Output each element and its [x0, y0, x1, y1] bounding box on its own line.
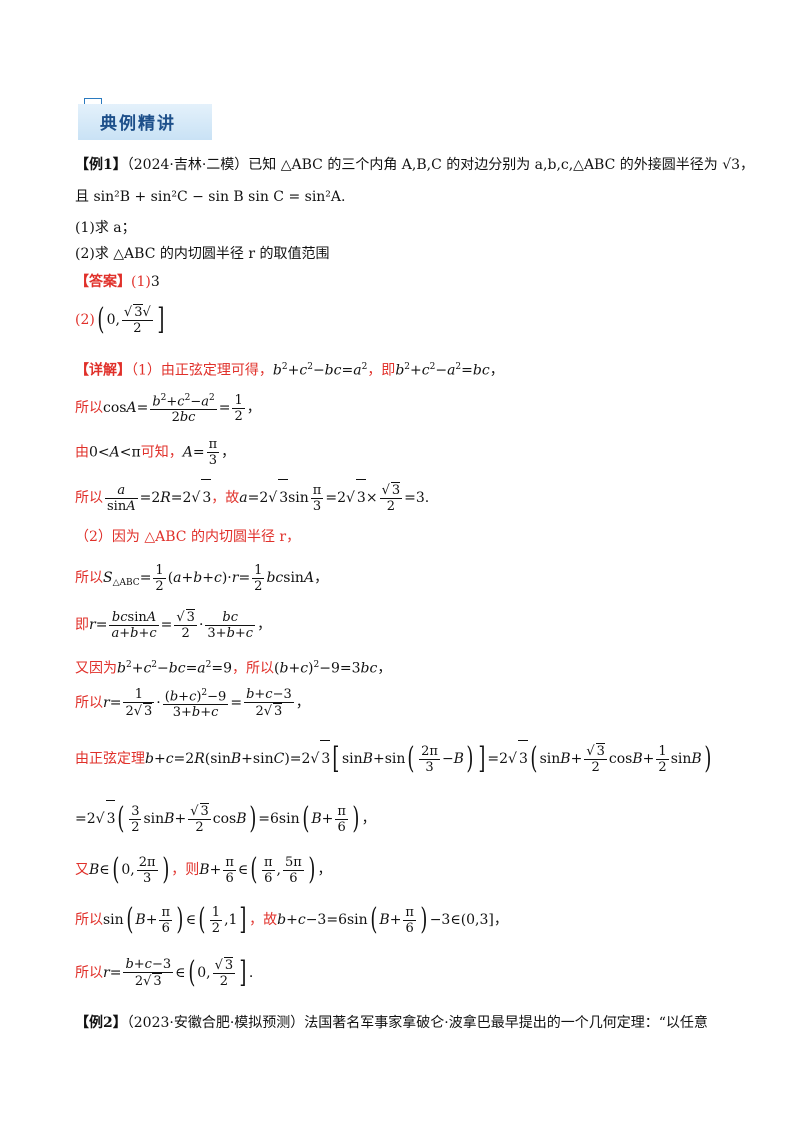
answer-tag: 【答案】 [75, 274, 131, 290]
detail-line-3: 由0<A<π可知，A= π 3， [75, 437, 236, 468]
detail-14-text: 所以 [75, 965, 103, 981]
ex1-question-1: (1)求 a； [75, 220, 136, 236]
ex1-stem-line-2: 且 sin²B + sin²C − sin B sin C = sin²A. [75, 189, 346, 205]
ex1-answer-2: (2)(0, √ 3√ 2] [75, 302, 165, 337]
detail-line-2: 所以cosA= b2+c2−a2 2bc = 1 2， [75, 392, 261, 426]
detail-6-text: 所以 [75, 570, 103, 586]
ex2-source: （2023·安徽合肥·模拟预测） [126, 1015, 305, 1031]
detail-line-8: 又因为b2+c2−bc=a2=9，所以(b+c)2−9=3bc， [75, 660, 392, 677]
detail-8-text-b: ，所以 [232, 660, 275, 677]
detail-10-text: 由正弦定理 [75, 751, 145, 767]
detail-13-text-a: 所以 [75, 912, 103, 928]
ex1-tag: 【例1】 [75, 157, 127, 173]
detail-line-12: 又B∈(0, 2π 3) ，则B+ π 6 ∈(π 6, 5π 6)， [75, 852, 332, 887]
detail-3-text-a: 由 [75, 444, 89, 461]
detail-13-text-b: ，故 [249, 912, 278, 928]
ex1-stem-1: 已知 △ABC 的三个内角 A,B,C 的对边分别为 a,b,c,△ABC 的外… [248, 157, 755, 173]
ex2-stem: 法国著名军事家拿破仑·波拿巴最早提出的一个几何定理：“以任意 [304, 1015, 708, 1031]
detail-7-text: 即 [75, 617, 89, 633]
ex1-source: （2024·吉林·二模） [126, 157, 249, 173]
detail-line-10: 由正弦定理b+c=2R(sinB+sinC)=2√ 3[sinB+sin(2π 3−… [75, 740, 712, 776]
detail-tag: 【详解】 [75, 362, 131, 379]
detail-9-text: 所以 [75, 695, 103, 711]
detail-12-text-a: 又 [75, 862, 89, 878]
detail-12-text-b: ，则 [171, 862, 200, 878]
ex1-stem-line-1: 【例1】（2024·吉林·二模）已知 △ABC 的三个内角 A,B,C 的对边分… [75, 155, 754, 175]
detail-line-5: （2）因为 △ABC 的内切圆半径 r， [75, 529, 301, 545]
detail-line-1: 【详解】（1）由正弦定理可得，b2+c2−bc=a2，即b2+c2−a2=bc， [75, 362, 504, 379]
detail-1-text-b: ，即 [367, 362, 396, 379]
detail-3-text-b: 可知， [140, 444, 183, 461]
section-title: 典例精讲 [100, 114, 176, 134]
detail-2-text: 所以 [75, 400, 103, 416]
ex2-tag: 【例2】 [75, 1015, 127, 1031]
detail-4-text-b: ，故 [211, 490, 240, 506]
section-header: 典例精讲 [78, 98, 212, 142]
detail-line-14: 所以r= b+c−3 2√ 3 ∈(0, √ 3 2]. [75, 955, 254, 990]
detail-line-4: 所以 a sinA =2R=2√ 3，故a=2√ 3sin π 3 =2√ 3× √ 3 2 =3. [75, 479, 429, 516]
detail-line-7: 即r= bcsinA a+b+c = √ 3 2 · bc 3+b+c， [75, 609, 272, 641]
answer-1-label: (1) [131, 274, 151, 290]
detail-4-text-a: 所以 [75, 490, 103, 506]
ex2-stem-line: 【例2】（2023·安徽合肥·模拟预测）法国著名军事家拿破仑·波拿巴最早提出的一… [75, 1013, 708, 1033]
header-box [78, 104, 212, 140]
ex1-question-2: (2)求 △ABC 的内切圆半径 r 的取值范围 [75, 246, 330, 262]
detail-line-9: 所以r= 1 2√ 3 · (b+c)2−9 3+b+c = b+c−3 2√ 3， [75, 687, 310, 721]
detail-1-text-a: （1）由正弦定理可得， [131, 362, 273, 379]
detail-line-6: 所以S△ABC= 1 2 (a+b+c)·r= 1 2 bcsinA， [75, 562, 329, 594]
answer-2-label: (2) [75, 312, 95, 328]
detail-8-text-a: 又因为 [75, 660, 117, 677]
answer-1-value: 3 [150, 274, 160, 290]
detail-line-11: =2√ 3(3 2 sinB+ √ 3 2 cosB) =6sin(B+ π 6)， [75, 800, 376, 836]
detail-line-13: 所以sin(B+ π 6) ∈(1 2,1] ，故b+c−3=6sin(B+ π 6) −3∈(… [75, 902, 508, 937]
ex1-answer-1: 【答案】(1)3 [75, 272, 160, 292]
